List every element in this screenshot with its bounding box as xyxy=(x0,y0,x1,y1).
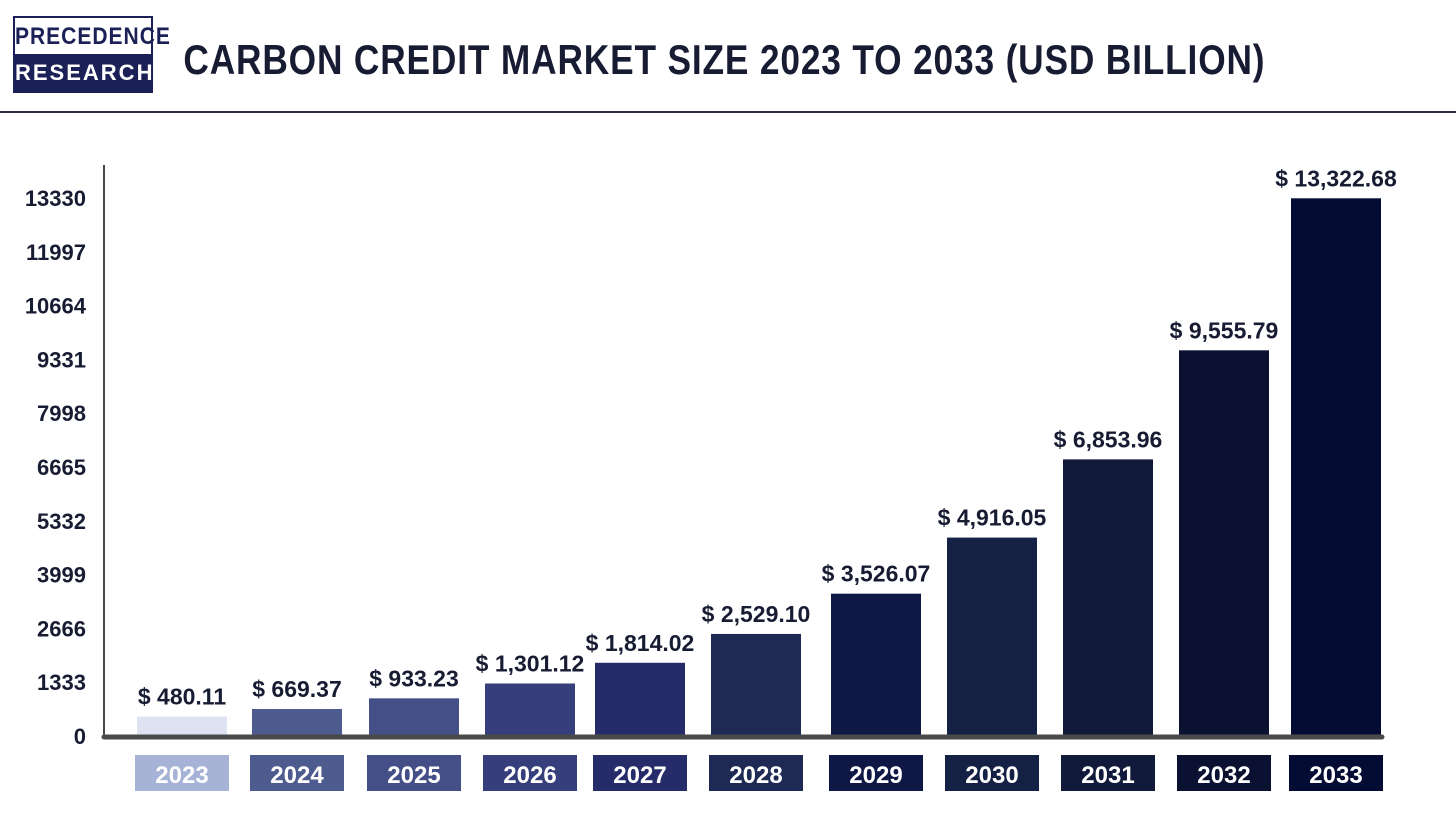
y-tick-label: 9331 xyxy=(37,347,86,372)
bar-2025 xyxy=(369,698,459,736)
data-label-2032: $ 9,555.79 xyxy=(1170,317,1279,343)
y-tick-label: 10664 xyxy=(25,294,87,319)
x-tick-label: 2029 xyxy=(849,762,902,789)
logo-top-text: PRECEDENCE xyxy=(15,23,171,50)
x-tick-box-2027 xyxy=(593,755,687,791)
bar-2033 xyxy=(1291,198,1381,737)
x-tick-label: 2024 xyxy=(270,762,324,789)
x-tick-box-2032 xyxy=(1177,755,1271,791)
x-tick-label: 2027 xyxy=(613,762,666,789)
bar-2029 xyxy=(831,593,921,736)
x-tick-label: 2033 xyxy=(1309,762,1362,789)
x-tick-label: 2028 xyxy=(729,762,782,789)
bar-2028 xyxy=(711,633,801,736)
chart-title: CARBON CREDIT MARKET SIZE 2023 TO 2033 (… xyxy=(183,36,1266,83)
bar-2027 xyxy=(595,662,685,736)
y-tick-label: 0 xyxy=(74,724,86,749)
data-label-2028: $ 2,529.10 xyxy=(702,601,811,627)
data-label-2027: $ 1,814.02 xyxy=(586,630,695,656)
x-tick-box-2028 xyxy=(709,755,803,791)
bar-2031 xyxy=(1063,459,1153,736)
y-tick-label: 2666 xyxy=(37,616,86,641)
data-label-2029: $ 3,526.07 xyxy=(822,561,931,587)
x-tick-label: 2032 xyxy=(1197,762,1250,789)
y-tick-label: 6665 xyxy=(37,455,86,480)
bar-2030 xyxy=(947,537,1037,736)
data-label-2025: $ 933.23 xyxy=(369,665,459,691)
logo-bottom-text: RESEARCH xyxy=(15,54,152,91)
data-label-2023: $ 480.11 xyxy=(138,684,226,710)
bar-2023 xyxy=(137,716,227,736)
data-label-2026: $ 1,301.12 xyxy=(476,650,585,676)
data-label-2030: $ 4,916.05 xyxy=(938,505,1047,531)
x-tick-box-2031 xyxy=(1061,755,1155,791)
data-label-2033: $ 13,322.68 xyxy=(1275,165,1397,191)
x-tick-box-2033 xyxy=(1289,755,1383,791)
x-tick-label: 2026 xyxy=(503,762,556,789)
x-tick-box-2025 xyxy=(367,755,461,791)
bar-2026 xyxy=(485,683,575,736)
data-label-2024: $ 669.37 xyxy=(252,676,342,702)
y-tick-label: 3999 xyxy=(37,563,86,588)
header: PRECEDENCE RESEARCH CARBON CREDIT MARKET… xyxy=(0,0,1456,113)
data-label-2031: $ 6,853.96 xyxy=(1054,426,1163,452)
bar-chart: 0 1333 2666 3999 5332 6665 7998 9331 10664 11997 1… xyxy=(25,165,1397,791)
y-tick-label: 7998 xyxy=(37,401,86,426)
x-tick-box-2024 xyxy=(250,755,344,791)
y-tick-label: 13330 xyxy=(25,186,86,211)
y-tick-label: 11997 xyxy=(26,240,86,265)
y-tick-label: 1333 xyxy=(37,670,86,695)
x-tick-label: 2030 xyxy=(965,762,1018,789)
x-tick-label: 2023 xyxy=(155,762,208,789)
bar-2024 xyxy=(252,708,342,736)
bar-2032 xyxy=(1179,350,1269,736)
precedence-research-logo: PRECEDENCE RESEARCH xyxy=(13,16,171,93)
x-tick-label: 2031 xyxy=(1081,762,1134,789)
x-tick-label: 2025 xyxy=(387,762,440,789)
x-tick-box-2029 xyxy=(829,755,923,791)
x-tick-box-2023 xyxy=(135,755,229,791)
x-tick-box-2026 xyxy=(483,755,577,791)
x-tick-box-2030 xyxy=(945,755,1039,791)
y-tick-label: 5332 xyxy=(37,509,86,534)
